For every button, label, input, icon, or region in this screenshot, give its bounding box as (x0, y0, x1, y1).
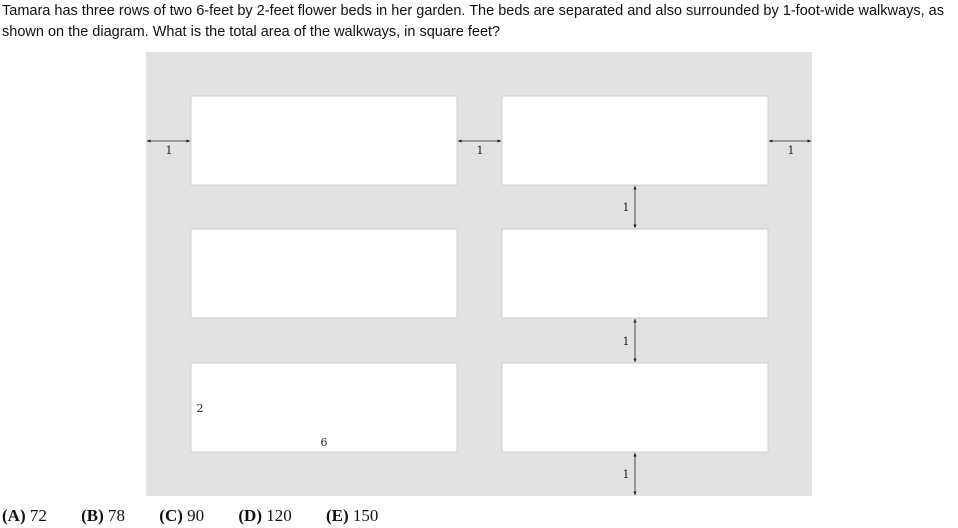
flower-bed (501, 362, 769, 453)
bed-height-label: 2 (197, 402, 204, 415)
choice-value: 120 (266, 506, 292, 525)
choice-a[interactable]: (A) 72 (2, 506, 47, 526)
flower-bed (501, 95, 769, 186)
choice-value: 78 (108, 506, 126, 525)
choice-letter: (A) (2, 506, 26, 525)
choice-value: 90 (187, 506, 205, 525)
choice-letter: (D) (238, 506, 262, 525)
choice-b[interactable]: (B) 78 (81, 506, 125, 526)
flower-bed (190, 95, 458, 186)
dimension-label: 1 (623, 335, 630, 348)
choice-letter: (B) (81, 506, 104, 525)
choice-d[interactable]: (D) 120 (238, 506, 291, 526)
choice-letter: (E) (326, 506, 349, 525)
dimension-label: 1 (166, 144, 173, 157)
question-text: Tamara has three rows of two 6-feet by 2… (2, 3, 944, 40)
bed-width-label: 6 (321, 436, 328, 449)
flower-bed (501, 228, 769, 319)
choice-e[interactable]: (E) 150 (326, 506, 378, 526)
choice-c[interactable]: (C) 90 (159, 506, 204, 526)
dimension-label: 1 (623, 468, 630, 481)
answer-choices: (A) 72 (B) 78 (C) 90 (D) 120 (E) 150 (2, 506, 408, 526)
dimension-label: 1 (788, 144, 795, 157)
flower-bed (190, 362, 458, 453)
flower-bed (190, 228, 458, 319)
choice-letter: (C) (159, 506, 183, 525)
dimension-label: 1 (477, 144, 484, 157)
dimension-label: 1 (623, 201, 630, 214)
choice-value: 72 (29, 506, 47, 525)
choice-value: 150 (352, 506, 379, 525)
